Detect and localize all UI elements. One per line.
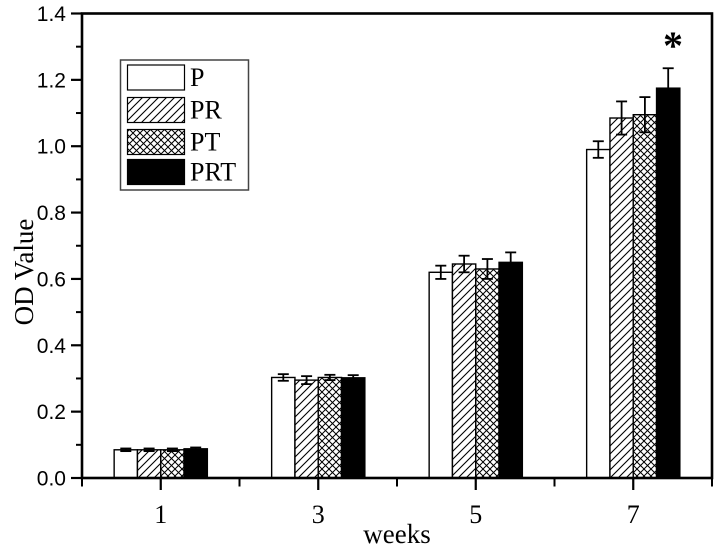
legend-swatch-PT — [126, 128, 186, 156]
legend-swatch-PRT — [126, 158, 186, 186]
error-bar-PT-week-1 — [166, 447, 178, 453]
error-bar-PT-week-5 — [481, 258, 493, 280]
y-tick-label: 0.0 — [37, 468, 66, 491]
error-bar-PR-week-3 — [301, 375, 313, 386]
error-bar-PR-week-1 — [143, 447, 155, 453]
x-tick-label: 5 — [469, 500, 482, 529]
error-bar-PR-week-5 — [458, 254, 470, 274]
y-tick-label: 1.2 — [37, 69, 66, 92]
x-tick-label: 1 — [154, 500, 167, 529]
error-bar-PRT-week-7 — [662, 67, 674, 109]
bar-PT-week-7 — [632, 113, 658, 479]
error-bar-P-week-1 — [120, 447, 132, 453]
bar-PT-week-3 — [317, 376, 343, 479]
legend-swatch-P — [126, 64, 186, 91]
y-tick-label: 0.6 — [37, 268, 66, 291]
error-bar-PRT-week-3 — [347, 374, 359, 382]
x-tick-label: 7 — [627, 500, 640, 529]
x-axis-title: weeks — [363, 519, 431, 547]
bar-PT-week-1 — [160, 449, 185, 479]
y-tick-label: 0.8 — [37, 202, 66, 225]
axes-layer: 0.0 0.2 0.4 0.6 0.8 1.0 1.2 1.4 1 3 5 7 — [37, 3, 714, 529]
error-bar-P-week-7 — [592, 140, 604, 159]
bar-PRT-week-7 — [655, 87, 681, 479]
bar-PR-week-1 — [136, 449, 162, 479]
bar-PT-week-5 — [475, 268, 500, 479]
error-bar-PRT-week-5 — [505, 251, 517, 274]
legend-label-P: P — [190, 63, 204, 92]
y-tick-label: 0.4 — [37, 335, 67, 358]
bar-PR-week-7 — [609, 117, 634, 479]
bar-PRT-week-5 — [498, 261, 524, 479]
x-tick-label: 3 — [312, 500, 325, 529]
error-bar-PRT-week-1 — [190, 446, 202, 452]
bar-PRT-week-3 — [340, 377, 366, 479]
significance-asterisk-annotation: * — [663, 23, 683, 68]
error-bar-PT-week-7 — [639, 96, 651, 134]
bar-P-week-5 — [428, 271, 454, 479]
error-bars-layer — [120, 67, 674, 453]
bar-PRT-week-1 — [183, 448, 209, 479]
error-bar-PR-week-7 — [616, 100, 628, 136]
legend-label-PT: PT — [190, 128, 220, 157]
bar-PR-week-3 — [294, 379, 319, 479]
y-tick-label: 1.4 — [37, 3, 67, 26]
y-axis-title: OD Value — [9, 218, 39, 326]
error-bar-PT-week-3 — [324, 373, 336, 382]
error-bar-P-week-5 — [435, 264, 447, 280]
y-tick-label: 0.2 — [37, 401, 66, 424]
error-bar-P-week-3 — [277, 373, 289, 382]
legend-label-PR: PR — [190, 96, 222, 125]
legend-swatch-PR — [126, 96, 186, 124]
bar-PR-week-5 — [451, 263, 477, 479]
legend-label-PRT: PRT — [190, 158, 236, 187]
bar-P-week-1 — [113, 449, 139, 479]
y-tick-label: 1.0 — [37, 136, 66, 159]
bar-P-week-3 — [270, 376, 296, 479]
bar-P-week-7 — [585, 148, 611, 479]
